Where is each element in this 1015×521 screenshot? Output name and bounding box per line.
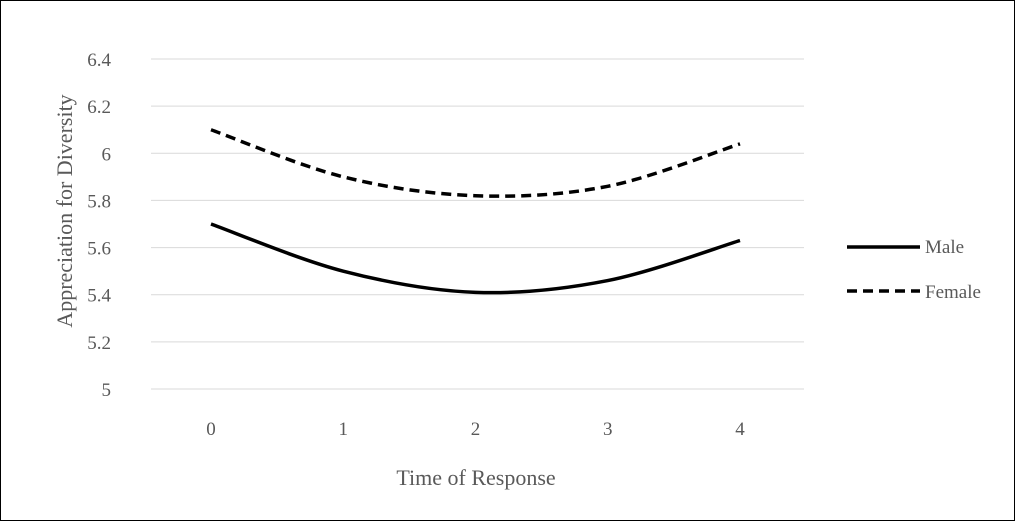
y-tick-label: 5.8 [87,191,111,212]
series-line-female [210,128,741,198]
y-tick-label: 5.2 [87,333,111,354]
y-axis-tick-labels: 5 5.2 5.4 5.6 5.8 6 6.2 6.4 [87,50,111,401]
x-tick-label: 3 [603,419,613,440]
x-tick-label: 4 [735,419,745,440]
x-axis-title: Time of Response [396,465,555,490]
x-tick-label: 0 [206,419,216,440]
y-tick-label: 5 [102,380,112,401]
legend: Male Female [847,237,981,303]
legend-label-female: Female [925,282,981,303]
gridlines [151,58,804,390]
series-line-male [210,222,741,295]
y-tick-label: 5.6 [87,239,111,260]
y-tick-label: 6 [102,144,112,165]
x-tick-label: 1 [339,419,349,440]
y-tick-label: 5.4 [87,286,111,307]
y-axis-title: Appreciation for Diversity [52,94,77,327]
legend-label-male: Male [925,237,964,258]
series-lines [210,128,741,295]
y-tick-label: 6.4 [87,50,111,71]
x-axis-tick-labels: 0 1 2 3 4 [206,419,745,440]
x-tick-label: 2 [471,419,481,440]
y-tick-label: 6.2 [87,97,111,118]
